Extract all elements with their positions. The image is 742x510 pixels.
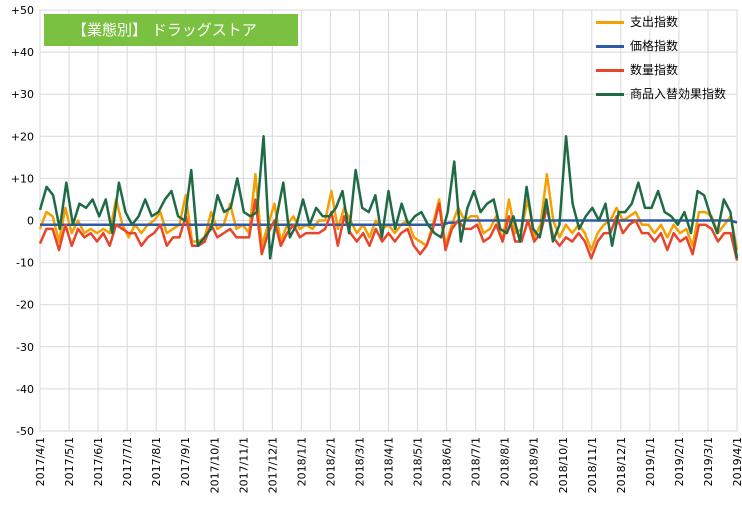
legend-item: 数量指数: [596, 58, 726, 82]
legend-swatch-quantity: [596, 69, 624, 72]
legend: 支出指数 価格指数 数量指数 商品入替効果指数: [596, 10, 726, 106]
x-tick-label: 2018/5/1: [412, 437, 425, 486]
x-tick-label: 2018/12/1: [615, 437, 628, 493]
x-tick-label: 2017/10/1: [208, 437, 221, 493]
x-tick-label: 2017/6/1: [92, 437, 105, 486]
y-tick-label: -50: [16, 425, 34, 438]
x-tick-label: 2017/7/1: [121, 437, 134, 486]
legend-label: 商品入替効果指数: [630, 87, 727, 101]
series-line: [38, 135, 739, 260]
x-tick-label: 2018/7/1: [470, 437, 483, 486]
y-axis: +50 +40 +30 +20 +10 0 -10 -20 -30 -40 -50: [11, 4, 34, 438]
series-line: [38, 198, 739, 261]
x-tick-label: 2017/12/1: [266, 437, 279, 493]
x-tick-label: 2018/6/1: [441, 437, 454, 486]
x-tick-label: 2019/2/1: [673, 437, 686, 486]
legend-item: 価格指数: [596, 34, 726, 58]
y-tick-label: +30: [11, 88, 34, 101]
plot-area: [39, 9, 738, 432]
x-tick-label: 2018/10/1: [557, 437, 570, 493]
x-tick-label: 2019/4/1: [731, 437, 742, 486]
x-tick-label: 2018/9/1: [528, 437, 541, 486]
x-tick-label: 2018/2/1: [324, 437, 337, 486]
y-tick-label: 0: [27, 215, 34, 228]
x-tick-label: 2017/8/1: [150, 437, 163, 486]
series-line: [40, 219, 738, 226]
x-tick-label: 2017/11/1: [237, 437, 250, 493]
x-tick-label: 2017/9/1: [179, 437, 192, 486]
x-tick-label: 2017/4/1: [34, 437, 47, 486]
x-tick-label: 2018/4/1: [383, 437, 396, 486]
x-tick-label: 2019/3/1: [702, 437, 715, 486]
x-tick-label: 2018/1/1: [295, 437, 308, 486]
y-tick-label: -20: [16, 299, 34, 312]
y-tick-label: +50: [11, 4, 34, 17]
legend-swatch-spending: [596, 21, 624, 24]
legend-label: 支出指数: [630, 15, 679, 29]
y-tick-label: -10: [16, 257, 34, 270]
series-lines: [38, 135, 739, 261]
y-tick-label: -30: [16, 341, 34, 354]
x-tick-label: 2019/1/1: [644, 437, 657, 486]
y-tick-label: +20: [11, 130, 34, 143]
x-tick-label: 2017/5/1: [63, 437, 76, 486]
x-tick-label: 2018/11/1: [586, 437, 599, 493]
legend-item: 支出指数: [596, 10, 726, 34]
chart-title: 【業態別】 ドラッグストア: [44, 14, 298, 46]
y-tick-label: -40: [16, 383, 34, 396]
legend-label: 価格指数: [630, 39, 679, 53]
y-tick-label: +40: [11, 46, 34, 59]
y-tick-label: +10: [11, 172, 34, 185]
x-tick-label: 2018/8/1: [499, 437, 512, 486]
x-axis: 2017/4/1 2017/5/1 2017/6/1 2017/7/1 2017/8/1…: [34, 437, 742, 493]
legend-swatch-replacement: [596, 93, 624, 96]
legend-item: 商品入替効果指数: [596, 82, 726, 106]
x-tick-label: 2018/3/1: [353, 437, 366, 486]
legend-label: 数量指数: [630, 63, 679, 77]
legend-swatch-price: [596, 45, 624, 48]
